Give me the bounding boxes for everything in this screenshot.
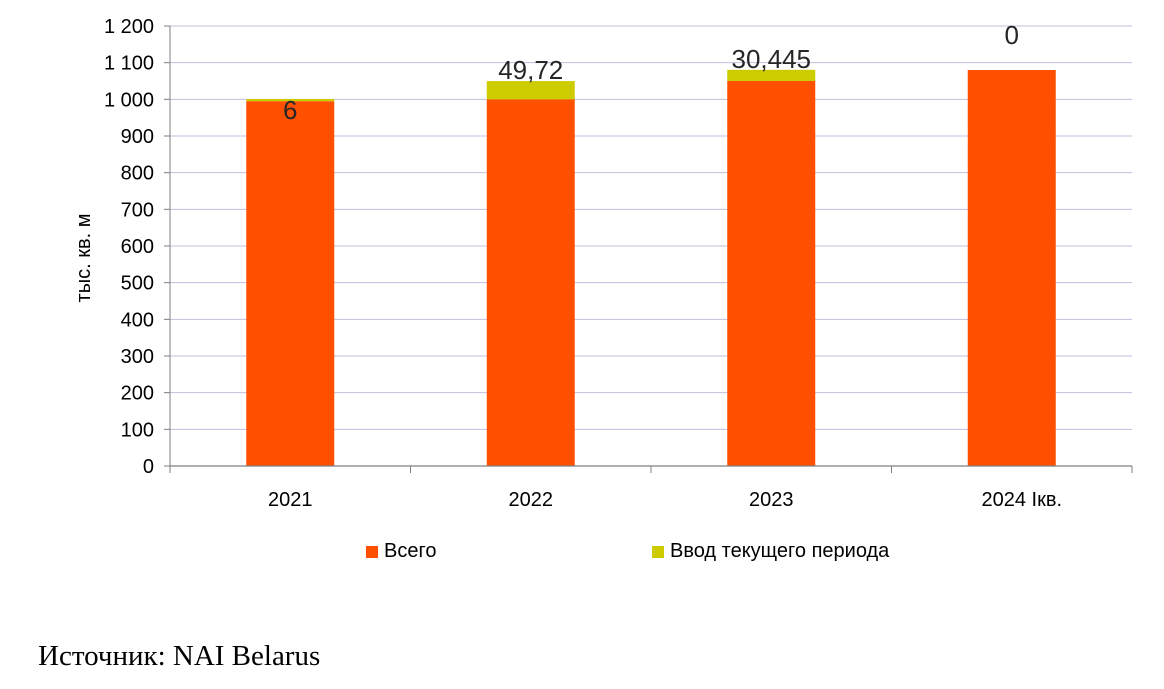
source-note: Источник: NAI Belarus <box>38 640 321 672</box>
legend-item-new: Ввод текущего периода <box>652 540 889 563</box>
y-axis-label: тыс. кв. м <box>73 214 95 303</box>
legend-label-total: Всего <box>384 540 437 562</box>
legend-item-total: Всего <box>366 540 436 563</box>
data-label: 6 <box>283 95 297 125</box>
y-tick-label: 500 <box>121 273 154 295</box>
x-tick-label: 2022 <box>509 489 554 511</box>
legend-label-new: Ввод текущего периода <box>670 540 890 562</box>
legend-swatch-total <box>366 545 378 558</box>
data-label: 49,72 <box>498 55 563 85</box>
y-tick-label: 200 <box>121 383 154 405</box>
y-tick-label: 600 <box>121 236 154 258</box>
x-tick-labels: 2021 2022 2023 2024 Iкв. <box>268 489 1062 511</box>
y-tick-label: 100 <box>121 419 154 441</box>
bar-total-2021 <box>246 101 335 467</box>
y-tick-label: 1 000 <box>104 89 154 111</box>
bar-total-2022 <box>486 99 575 466</box>
axes <box>164 25 1133 473</box>
x-tick-label: 2024 Iкв. <box>981 489 1062 511</box>
x-tick-label: 2023 <box>749 489 794 511</box>
bars <box>246 69 1056 467</box>
y-tick-label: 1 100 <box>104 53 154 75</box>
y-tick-label: 400 <box>121 309 154 331</box>
data-labels: 6 49,72 30,445 0 <box>283 20 1019 125</box>
legend: Всего Ввод текущего периода <box>0 540 1164 570</box>
y-tick-label: 1 200 <box>104 16 154 38</box>
x-tick-label: 2021 <box>268 489 313 511</box>
bar-new-2022 <box>486 81 575 100</box>
y-tick-label: 0 <box>143 456 154 478</box>
bar-total-2023 <box>727 81 816 466</box>
bar-new-2021 <box>246 98 335 102</box>
bar-new-2023 <box>727 69 816 81</box>
y-tick-label: 700 <box>121 199 154 221</box>
data-label: 30,445 <box>731 44 811 74</box>
legend-swatch-new <box>652 545 664 558</box>
bar-chart: 0 100 200 300 400 500 600 700 800 900 1 000 1 100 1 … <box>73 16 1133 511</box>
y-tick-label: 900 <box>121 126 154 148</box>
y-tick-labels: 0 100 200 300 400 500 600 700 800 900 1 000 1 100 1 … <box>104 16 154 478</box>
y-tick-label: 800 <box>121 163 154 185</box>
bar-total-2024-Iкв. <box>967 70 1056 466</box>
data-label: 0 <box>1005 20 1019 50</box>
y-tick-label: 300 <box>121 346 154 368</box>
